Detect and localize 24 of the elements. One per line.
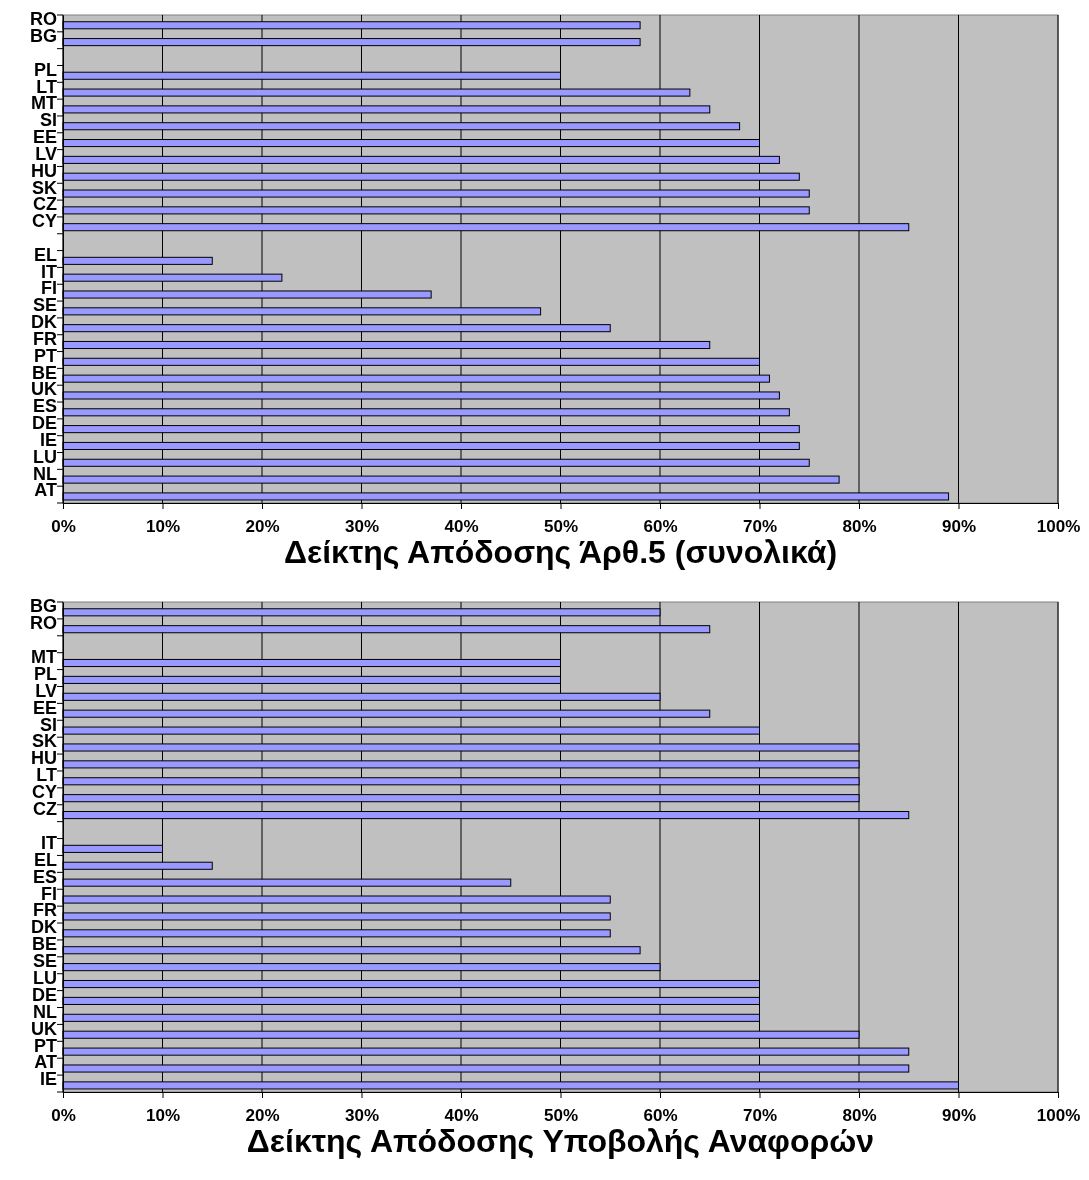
- x-tick-label: 40%: [444, 1106, 479, 1126]
- x-tick-label: 60%: [643, 1106, 678, 1126]
- x-tick-label: 40%: [444, 517, 479, 537]
- x-tick-label: 90%: [941, 1106, 977, 1126]
- x-tick-label: 70%: [742, 1106, 778, 1126]
- text: Δείκτης Απόδοσης Υποβολής Αναφορών: [246, 1123, 875, 1159]
- text: Δείκτης Απόδοσης Άρθ.5 (συνολικά): [283, 534, 838, 570]
- x-tick-label: 0%: [51, 1106, 76, 1126]
- x-tick-label: 20%: [245, 1106, 280, 1126]
- x-tick-label: 10%: [145, 1106, 181, 1126]
- x-tick-label: 60%: [643, 517, 678, 537]
- x-tick-label: 70%: [742, 517, 778, 537]
- x-tick-label: 10%: [145, 517, 181, 537]
- x-tick-label: 30%: [344, 517, 380, 537]
- x-tick-label: 50%: [543, 517, 579, 537]
- x-tick-label: 50%: [543, 1106, 579, 1126]
- x-tick-label: 100%: [1036, 517, 1081, 537]
- x-tick-label: 20%: [245, 517, 280, 537]
- x-tick-label: 0%: [51, 517, 76, 537]
- x-tick-label: 80%: [842, 1106, 877, 1126]
- x-tick-label: 80%: [842, 517, 877, 537]
- x-tick-label: 30%: [344, 1106, 380, 1126]
- x-tick-label: 100%: [1036, 1106, 1081, 1126]
- x-tick-label: 90%: [941, 517, 977, 537]
